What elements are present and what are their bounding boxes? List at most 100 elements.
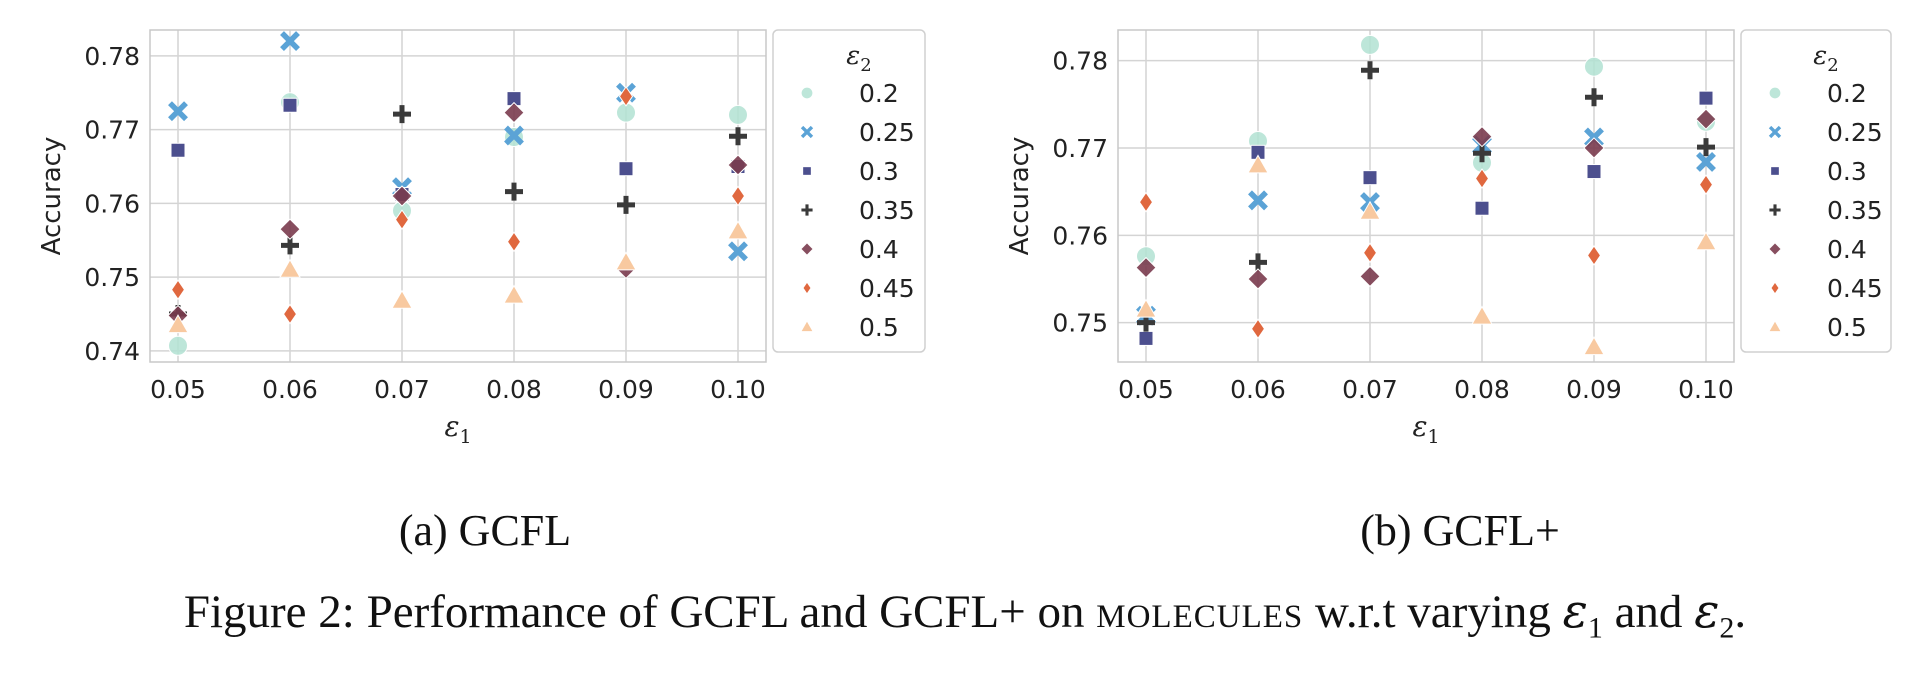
legend-marker	[800, 125, 814, 139]
data-point	[1696, 151, 1716, 172]
data-point	[1586, 164, 1602, 180]
y-tick-label: 0.77	[84, 116, 140, 145]
x-tick-label: 0.08	[1454, 375, 1510, 404]
legend-label: 0.45	[1827, 274, 1883, 303]
legend-label: 0.35	[859, 196, 915, 225]
data-point	[170, 142, 186, 158]
data-point	[280, 31, 300, 52]
data-point	[728, 241, 748, 262]
data-point	[168, 101, 188, 122]
data-point	[1362, 242, 1378, 264]
y-tick-label: 0.75	[1052, 309, 1108, 338]
legend-label: 0.35	[1827, 196, 1883, 225]
caption-end: .	[1734, 586, 1747, 638]
caption-and: and	[1602, 586, 1695, 638]
y-tick-label: 0.78	[1052, 47, 1108, 76]
legend-marker	[1767, 319, 1783, 333]
data-point	[1135, 256, 1157, 279]
data-point	[170, 279, 186, 301]
plot-frame	[1117, 29, 1735, 363]
data-point	[1695, 108, 1717, 130]
x-tick-label: 0.07	[1342, 375, 1398, 404]
subcaption-a: (a) GCFL	[398, 506, 572, 555]
y-tick-label: 0.77	[1052, 134, 1108, 163]
x-tick-label: 0.09	[598, 375, 654, 404]
caption-eps2-sub: 2	[1719, 611, 1735, 645]
legend-marker	[802, 281, 812, 295]
y-tick-label: 0.78	[84, 42, 140, 71]
data-point	[1471, 305, 1493, 325]
data-point	[617, 195, 635, 214]
data-point	[393, 105, 411, 124]
data-point	[615, 251, 637, 271]
legend-box	[772, 29, 926, 353]
data-point	[503, 284, 525, 304]
x-axis-label: ε1	[1412, 410, 1439, 448]
data-point	[1247, 154, 1269, 174]
y-tick-label: 0.75	[84, 263, 140, 292]
data-point	[1362, 170, 1378, 186]
legend-box	[1740, 29, 1892, 353]
data-point	[1697, 138, 1715, 157]
data-point	[505, 182, 523, 201]
legend-marker	[1768, 86, 1782, 100]
legend-label: 0.4	[859, 235, 899, 264]
caption-middle: w.r.t varying	[1303, 586, 1563, 638]
plot-frame	[149, 29, 767, 363]
legend-label: 0.2	[1827, 79, 1867, 108]
data-point	[1250, 318, 1266, 340]
data-point	[1359, 200, 1381, 220]
data-point	[1583, 336, 1605, 356]
data-point	[1586, 245, 1602, 266]
x-tick-label: 0.10	[710, 375, 766, 404]
x-tick-label: 0.10	[1678, 375, 1734, 404]
data-point	[282, 97, 298, 113]
caption-eps2-symbol: ε	[1694, 584, 1720, 639]
data-point	[282, 303, 298, 325]
panel-gcfl-plus: 0.05 0.06 0.07 0.08 0.09 0.10 0.75 0.76 0.77 0.78…	[1005, 29, 1892, 448]
legend-label: 0.3	[859, 157, 899, 186]
data-point	[1698, 174, 1714, 196]
legend-marker	[1769, 204, 1781, 216]
panel-gcfl: 0.05 0.06 0.07 0.08 0.09 0.10 0.74 0.75 0.76 0.77…	[37, 29, 926, 448]
data-point	[167, 314, 189, 334]
data-point	[1583, 137, 1605, 159]
data-point	[1248, 190, 1268, 211]
data-point	[1359, 265, 1381, 288]
data-point	[1474, 200, 1490, 216]
data-point	[1471, 125, 1493, 148]
legend-label: 0.4	[1827, 235, 1867, 264]
data-point	[391, 185, 413, 207]
legend-label: 0.5	[1827, 313, 1867, 342]
x-tick-label: 0.09	[1566, 375, 1622, 404]
y-axis-label: Accuracy	[1005, 137, 1035, 256]
data-point	[1474, 168, 1490, 189]
data-point	[618, 86, 634, 107]
x-tick-label: 0.06	[1230, 375, 1286, 404]
legend-label: 0.25	[859, 118, 915, 147]
data-point	[730, 185, 746, 207]
legend-marker	[801, 204, 813, 216]
x-axis-label: ε1	[444, 410, 471, 448]
legend-label: 0.2	[859, 79, 899, 108]
y-tick-label: 0.76	[1052, 221, 1108, 250]
data-point	[1247, 268, 1269, 290]
data-point	[727, 154, 749, 176]
data-point	[1135, 298, 1157, 318]
data-point	[391, 289, 413, 309]
data-point	[506, 231, 522, 253]
y-tick-label: 0.74	[84, 337, 140, 366]
data-point	[1695, 231, 1717, 251]
data-point	[279, 258, 301, 278]
legend-marker	[799, 319, 815, 333]
data-point	[729, 127, 747, 146]
legend-marker	[1768, 125, 1782, 139]
x-tick-label: 0.07	[374, 375, 430, 404]
data-point	[1698, 90, 1714, 106]
legend-label: 0.3	[1827, 157, 1867, 186]
legend-marker	[1768, 242, 1782, 256]
data-point	[1361, 61, 1379, 80]
y-tick-label: 0.76	[84, 189, 140, 218]
legend-marker	[1770, 166, 1780, 176]
